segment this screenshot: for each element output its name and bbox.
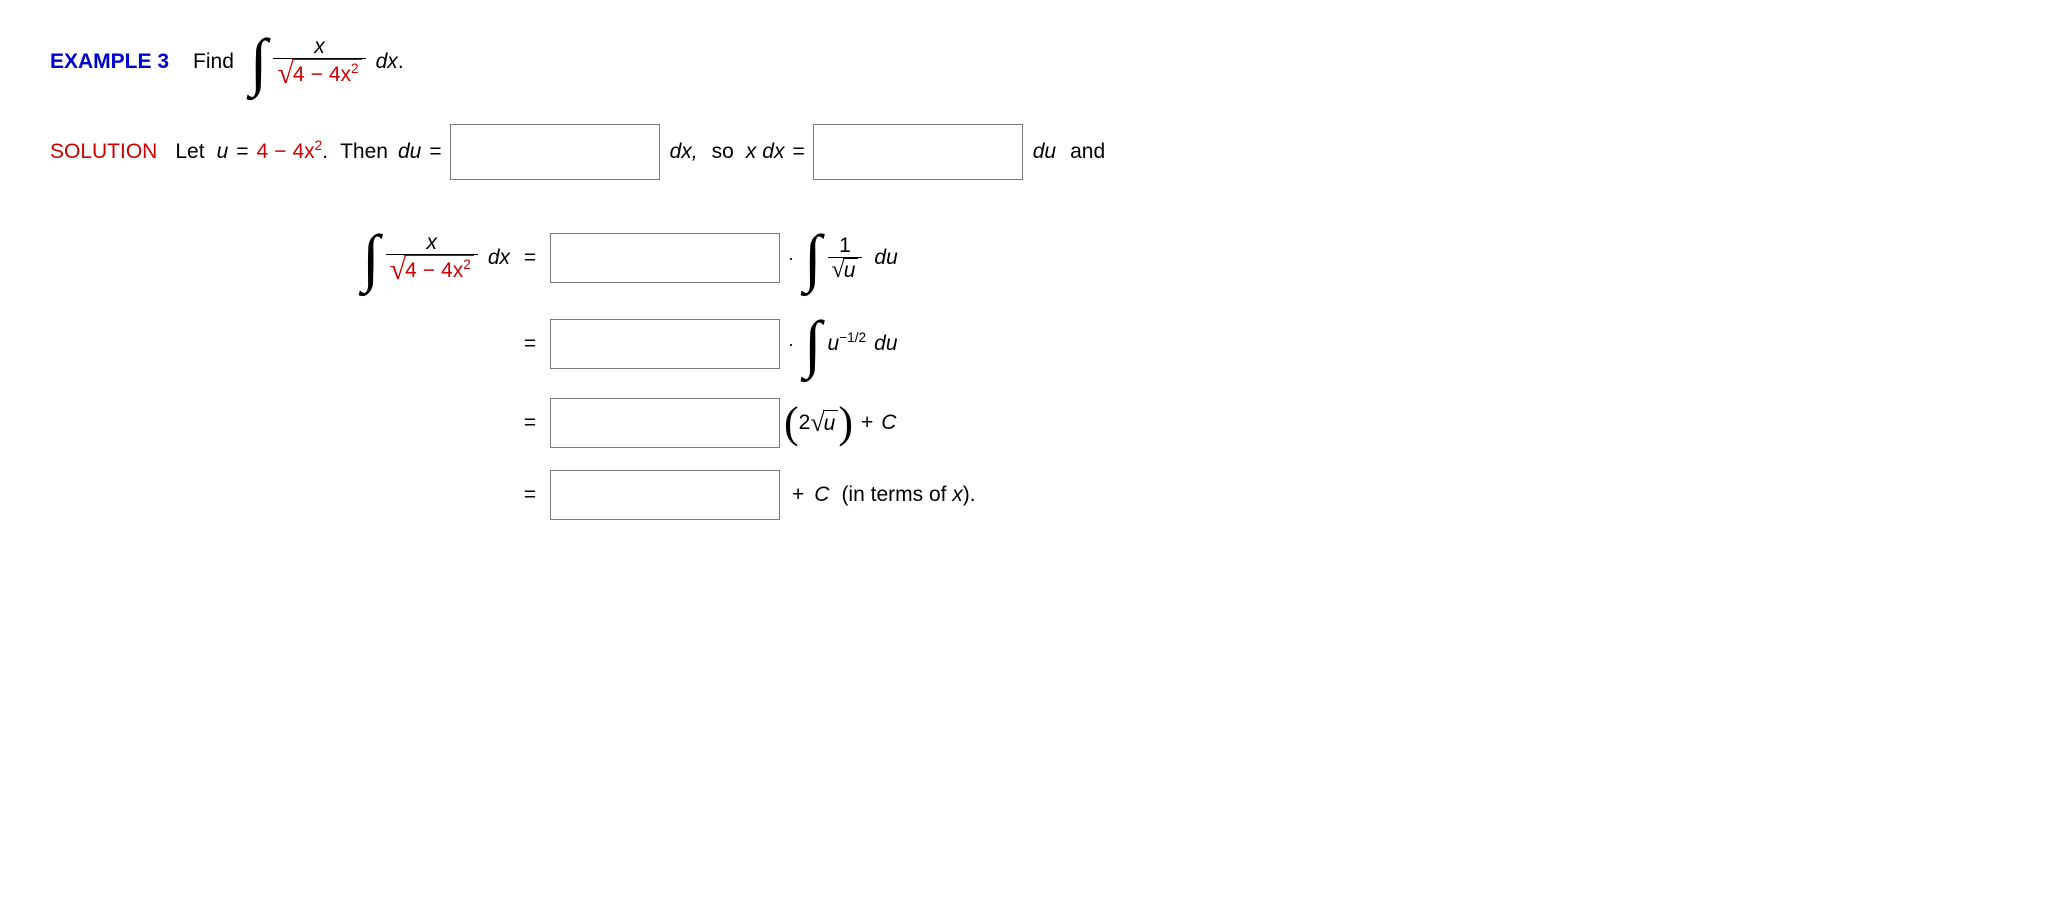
header-fraction: x √ 4 − 4x2 [273, 35, 365, 89]
example-header: EXAMPLE 3 Find ∫ x √ 4 − 4x2 dx . [50, 30, 1996, 94]
lhs-fraction: x √ 4 − 4x2 [386, 231, 478, 285]
equals-1: = [236, 140, 248, 164]
in-terms-note: (in terms of x). [841, 483, 975, 507]
input-line3[interactable] [550, 398, 780, 448]
u-var: u [217, 140, 229, 164]
eq-sign-1: = [510, 246, 550, 270]
header-sqrt: √ 4 − 4x2 [277, 59, 361, 89]
rhs1-du: du [874, 246, 897, 270]
let-word: Let [175, 140, 204, 164]
and-word: and [1070, 140, 1105, 164]
radicand-op: − [311, 63, 323, 86]
two: 2 [799, 411, 811, 435]
dx-after-input: dx, [670, 140, 698, 164]
equation-block: ∫ x √ 4 − 4x2 dx = [220, 226, 1996, 520]
equals-3: = [792, 140, 804, 164]
example-label: EXAMPLE 3 [50, 50, 169, 74]
sub-op: − [274, 140, 286, 164]
sub-b: 4x2 [292, 140, 322, 164]
rhs1-integral-sign: ∫ [802, 226, 824, 290]
so-word: so [712, 140, 734, 164]
plus-4: + [792, 483, 804, 507]
sub-a: 4 [257, 140, 269, 164]
dot-1: · [788, 248, 794, 269]
C-4: C [814, 483, 829, 507]
integral-sign: ∫ [248, 30, 270, 94]
header-dx: dx [376, 50, 398, 74]
solution-label: SOLUTION [50, 140, 157, 164]
input-line4[interactable] [550, 470, 780, 520]
rparen: ) [838, 401, 853, 445]
find-word: Find [193, 50, 234, 74]
eq-sign-2: = [510, 332, 550, 356]
dx2-var: dx [762, 140, 784, 164]
du2-var: du [1033, 140, 1056, 164]
radicand-a: 4 [293, 63, 305, 86]
eq-row-1: ∫ x √ 4 − 4x2 dx = [220, 226, 1996, 290]
dot-2: · [788, 334, 794, 355]
input-line1[interactable] [550, 233, 780, 283]
rhs2-u: u−1/2 [828, 332, 867, 356]
sub-period: . [322, 140, 328, 164]
eq-row-3: = ( 2 √ u ) + C [220, 398, 1996, 448]
eq-row-4: = + C (in terms of x). [220, 470, 1996, 520]
eq-sign-3: = [510, 411, 550, 435]
eq-row-2: = · ∫ u−1/2 du [220, 312, 1996, 376]
rhs3-sqrt: √ u [810, 410, 838, 436]
plus-3: + [861, 411, 873, 435]
equals-2: = [429, 140, 441, 164]
C-3: C [881, 411, 896, 435]
rhs1-fraction: 1 √ u [828, 234, 863, 282]
lhs-dx: dx [488, 246, 510, 270]
numerator-x: x [314, 35, 325, 58]
header-period: . [398, 50, 404, 74]
then-word: Then [340, 140, 388, 164]
input-du-coeff[interactable] [450, 124, 660, 180]
du-var: du [398, 140, 421, 164]
rhs2-du: du [874, 332, 897, 356]
x-var: x [746, 140, 757, 164]
input-line2[interactable] [550, 319, 780, 369]
input-xdx-coeff[interactable] [813, 124, 1023, 180]
lparen: ( [784, 401, 799, 445]
radicand-b: 4x2 [329, 63, 359, 86]
lhs-integral-sign: ∫ [360, 226, 382, 290]
eq-sign-4: = [510, 483, 550, 507]
rhs2-integral-sign: ∫ [802, 312, 824, 376]
solution-line: SOLUTION Let u = 4 − 4x2 . Then du = dx,… [50, 124, 1996, 180]
